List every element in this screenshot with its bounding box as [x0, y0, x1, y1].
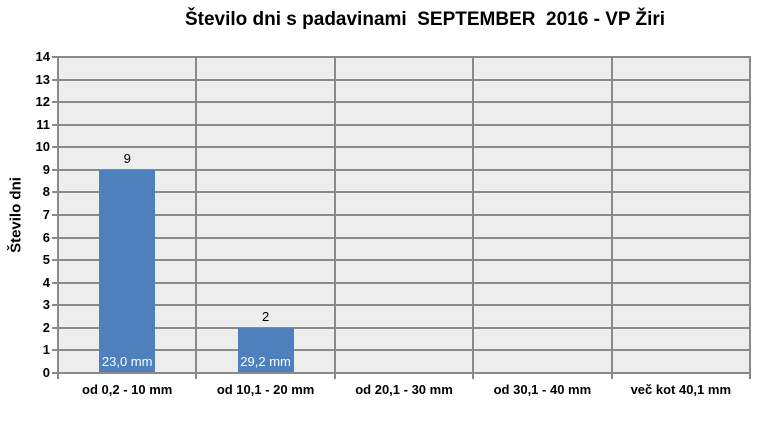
y-gridline — [58, 326, 750, 329]
x-axis-category-label: od 20,1 - 30 mm — [355, 382, 453, 397]
x-axis-category-label: več kot 40,1 mm — [630, 382, 732, 397]
y-axis-tick — [52, 168, 58, 171]
y-gridline — [58, 78, 750, 81]
y-axis-tick-label: 12 — [35, 94, 50, 110]
y-axis-tick — [52, 191, 58, 194]
y-axis-tick — [52, 214, 58, 216]
y-axis-tick-label: 5 — [42, 252, 50, 268]
y-gridline — [58, 304, 750, 307]
y-axis-tick-label: 1 — [42, 342, 50, 358]
x-axis-tick — [610, 373, 613, 379]
y-axis-tick — [52, 259, 58, 262]
bar: 23,0 mm — [99, 169, 156, 373]
y-axis-tick-label: 3 — [42, 297, 50, 313]
y-axis-tick — [52, 349, 58, 352]
y-gridline — [58, 168, 750, 171]
y-axis-tick-label: 2 — [42, 319, 50, 335]
y-axis-tick-label: 11 — [36, 116, 50, 132]
x-axis-tick — [195, 373, 198, 379]
category-gridline — [333, 57, 336, 373]
y-axis-tick — [52, 304, 58, 307]
x-axis-tick — [749, 373, 751, 379]
x-axis-tick — [333, 373, 336, 379]
y-gridline — [58, 214, 750, 216]
x-axis-category-label: od 30,1 - 40 mm — [493, 382, 592, 397]
y-axis-tick-label: 7 — [42, 207, 50, 222]
y-axis-tick — [52, 372, 58, 374]
y-axis-tick — [52, 236, 58, 239]
y-axis-tick-label: 4 — [42, 274, 50, 290]
category-gridline — [472, 57, 475, 373]
y-axis-tick — [52, 101, 58, 104]
bar-inner-label: 23,0 mm — [101, 354, 153, 369]
y-gridline — [58, 123, 750, 126]
y-axis-tick — [52, 56, 58, 58]
category-gridline — [610, 57, 613, 373]
y-axis-tick — [52, 78, 58, 81]
y-axis-tick-label: 13 — [35, 71, 50, 87]
plot-area: 23,0 mm 9 29,2 mm 2 — [58, 57, 750, 373]
y-gridline — [58, 146, 750, 149]
bar-value-label: 9 — [123, 150, 131, 166]
y-gridline — [58, 236, 750, 239]
y-axis-tick — [52, 146, 58, 149]
y-axis-tick-label: 14 — [35, 49, 50, 64]
y-axis-tick — [52, 281, 58, 284]
y-gridline — [58, 191, 750, 194]
y-axis-tick-label: 10 — [35, 139, 50, 155]
y-gridline — [58, 259, 750, 262]
y-gridline — [58, 101, 750, 104]
x-axis-category-label: od 0,2 - 10 mm — [82, 382, 173, 397]
y-axis-tick-label: 9 — [42, 161, 50, 177]
category-gridline — [195, 57, 198, 373]
y-axis-tick — [52, 123, 58, 126]
x-axis-tick — [472, 373, 475, 379]
bar-value-label: 2 — [261, 308, 270, 324]
bar-inner-label: 29,2 mm — [240, 354, 291, 369]
bar: 29,2 mm — [237, 327, 294, 373]
x-axis-tick — [57, 373, 59, 379]
y-axis-tick — [52, 326, 58, 329]
chart-title: Število dni s padavinami SEPTEMBER 2016 … — [184, 9, 666, 30]
y-gridline — [58, 281, 750, 284]
y-axis-tick-label: 0 — [42, 365, 50, 380]
y-axis-tick-label: 6 — [42, 229, 50, 245]
y-gridline — [58, 349, 750, 352]
y-axis-tick-label: 8 — [42, 184, 50, 200]
x-axis-category-label: od 10,1 - 20 mm — [216, 382, 315, 397]
